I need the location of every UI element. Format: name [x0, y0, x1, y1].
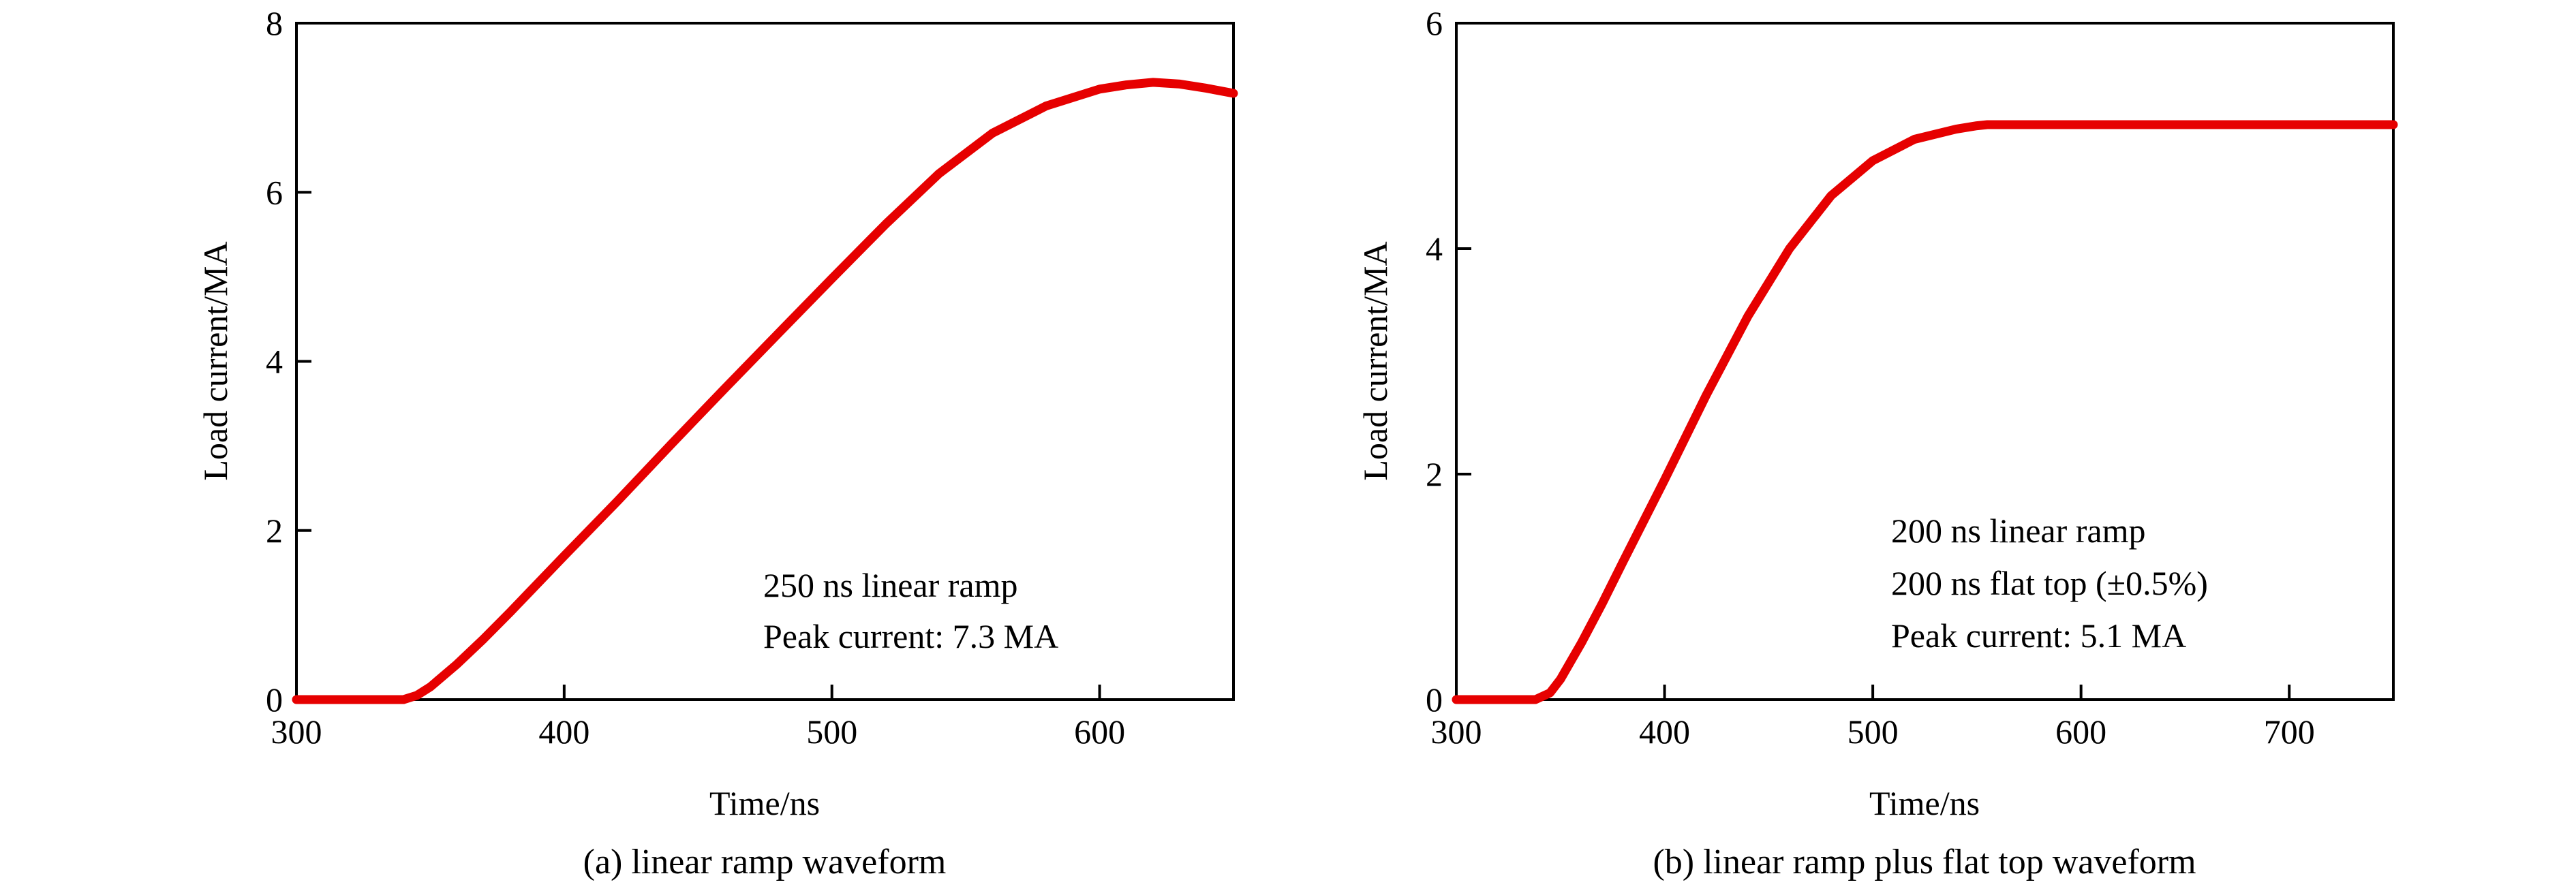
panel-a-x-tick-label: 300: [271, 713, 322, 751]
panel-a-annotation-peak: Peak current: 7.3 MA: [763, 617, 1058, 655]
panel-a-annotation-ramp: 250 ns linear ramp: [763, 566, 1018, 604]
panel-b-y-axis-label: Load current/MA: [1356, 241, 1394, 480]
panel-a-load-current-line: [292, 78, 1238, 704]
panel-b-series: [1452, 120, 2398, 704]
panel-b-y-tick-label: 2: [1426, 455, 1443, 493]
panel-a-x-tick-label: 400: [538, 713, 589, 751]
panel-a-x-tick-label: 500: [806, 713, 857, 751]
panel-a-y-tick-label: 8: [266, 4, 283, 42]
panel-b-y-tick-label: 0: [1426, 681, 1443, 719]
panel-b-x-tick-label: 600: [2055, 713, 2106, 751]
panel-a-y-axis-label: Load current/MA: [196, 241, 234, 480]
panel-a-series: [292, 78, 1238, 704]
panel-b-caption: (b) linear ramp plus flat top waveform: [1653, 843, 2196, 881]
panel-b-x-tick-label: 500: [1847, 713, 1899, 751]
panel-b-x-tick-label: 400: [1639, 713, 1690, 751]
panel-b-annotation-ramp: 200 ns linear ramp: [1891, 512, 2146, 550]
panel-a-y-tick-label: 0: [266, 681, 283, 719]
panel-a-y-tick-label: 4: [266, 343, 283, 381]
panel-a-chart: 300 400 500 600 0 2 4 6 8 Time/ns Load current/M…: [196, 4, 1238, 881]
panel-b-y-tick-label: 4: [1426, 230, 1443, 268]
panel-a-ticks: 300 400 500 600 0 2 4 6 8: [266, 4, 1125, 751]
panel-b-plot-frame: [1455, 22, 2395, 701]
panel-b-annotation-peak: Peak current: 5.1 MA: [1891, 616, 2186, 655]
panel-a-x-tick-label: 600: [1074, 713, 1125, 751]
panel-a-y-tick-label: 6: [266, 173, 283, 211]
panel-b-x-tick-label: 700: [2264, 713, 2315, 751]
panel-b-x-tick-label: 300: [1431, 713, 1482, 751]
panel-a-caption: (a) linear ramp waveform: [583, 843, 947, 881]
panel-b-y-tick-label: 6: [1426, 4, 1443, 42]
panel-b-x-axis-label: Time/ns: [1869, 784, 1980, 822]
panel-b-load-current-line: [1452, 120, 2398, 704]
panel-a-x-axis-label: Time/ns: [709, 784, 820, 822]
panel-b-chart: 300 400 500 600 700 0 2 4 6 Time/ns Load current…: [1356, 4, 2398, 881]
panel-b-annotation-flat-top: 200 ns flat top (±0.5%): [1891, 564, 2208, 602]
panel-a-y-tick-label: 2: [266, 512, 283, 550]
